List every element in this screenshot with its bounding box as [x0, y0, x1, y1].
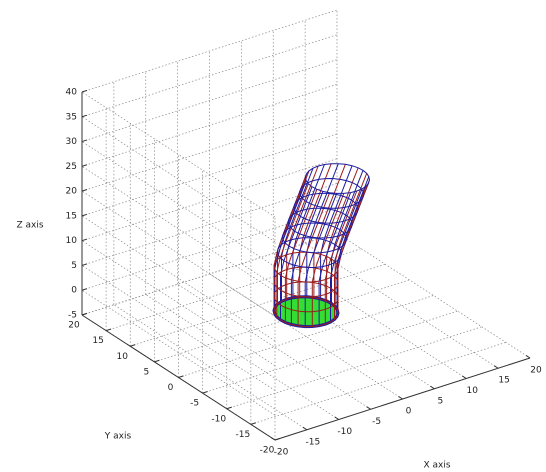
tick-mark: [178, 375, 184, 378]
tick-mark: [130, 344, 136, 347]
tube-generator: [281, 168, 314, 302]
y-tick-label: 0: [168, 383, 174, 393]
tick-mark: [81, 213, 88, 217]
tube-generator: [304, 193, 338, 327]
tick-mark: [81, 164, 88, 167]
tube-generator: [290, 191, 324, 325]
z-tick-label: 25: [66, 162, 77, 172]
grid-line: [81, 83, 338, 167]
tick-mark: [81, 139, 88, 143]
grid-line: [81, 166, 276, 292]
tick-mark: [154, 359, 160, 363]
z-tick-label: -5: [68, 311, 77, 321]
tube-generator: [334, 173, 368, 307]
tick-mark: [366, 406, 371, 410]
y-tick-label: -20: [260, 446, 275, 456]
z-tick-label: 35: [66, 112, 77, 122]
x-tick-label: 20: [530, 365, 542, 375]
tube-ring: [276, 237, 342, 269]
x-tick-label: 10: [467, 386, 479, 396]
tick-mark: [461, 375, 467, 379]
tube-generator: [276, 183, 309, 317]
tick-mark: [81, 114, 88, 118]
tick-mark: [81, 263, 88, 266]
x-tick-label: 15: [498, 376, 509, 386]
tick-mark: [81, 189, 88, 192]
z-tick-label: 5: [71, 261, 77, 271]
grid-line: [202, 310, 458, 394]
tick-mark: [81, 89, 88, 93]
x-tick-label: -15: [306, 437, 321, 447]
tick-mark: [430, 385, 435, 390]
y-tick-label: -10: [211, 414, 226, 424]
y-tick-label: 5: [144, 367, 150, 377]
x-tick-label: -5: [372, 417, 381, 427]
grid-line: [81, 9, 338, 93]
grid-line: [178, 295, 434, 378]
x-tick-label: -20: [274, 448, 289, 458]
grid-line: [81, 59, 338, 142]
y-tick-label: 15: [92, 336, 103, 346]
tick-mark: [270, 436, 276, 441]
grid-line: [81, 34, 338, 118]
tick-mark: [202, 391, 208, 394]
grid-line: [250, 342, 506, 425]
tick-mark: [226, 406, 232, 410]
tube-generator: [297, 192, 331, 326]
tick-mark: [81, 312, 88, 316]
tick-mark: [334, 416, 340, 420]
tube-ring: [299, 177, 365, 209]
tube-ring: [304, 163, 371, 194]
tube-generator: [273, 177, 306, 311]
tube-generator: [337, 179, 370, 314]
y-tick-label: 10: [117, 352, 129, 362]
z-tick-label: 10: [66, 236, 78, 246]
z-tick-label: 40: [66, 88, 78, 98]
tick-mark: [525, 354, 531, 359]
grid-line: [226, 326, 482, 410]
y-tick-label: -15: [236, 430, 251, 440]
tube-generator: [311, 193, 345, 327]
x-tick-label: 0: [406, 407, 412, 417]
tick-mark: [105, 328, 112, 332]
z-tick-label: 20: [66, 187, 78, 197]
tube-generator: [280, 186, 313, 320]
tick-mark: [302, 426, 308, 431]
x-axis-label: X axis: [423, 461, 450, 471]
tube-ring: [287, 207, 353, 239]
tick-mark: [81, 238, 88, 242]
tube-generator: [331, 170, 364, 304]
tick-mark: [398, 395, 403, 400]
tube-generator: [274, 180, 307, 314]
z-axis-label: Z axis: [16, 221, 43, 231]
grid-line: [130, 263, 386, 347]
tube-generator: [324, 190, 358, 325]
tube-generator: [286, 165, 319, 300]
z-tick-label: 30: [66, 137, 78, 147]
y-axis-label: Y axis: [104, 432, 132, 442]
tube-generator: [318, 192, 352, 326]
y-tick-label: 20: [68, 321, 80, 331]
x-tick-label: -10: [337, 427, 352, 437]
x-tick-label: 5: [438, 396, 444, 406]
tube-ring: [281, 222, 347, 254]
tube-ring: [293, 192, 359, 224]
tick-mark: [81, 288, 88, 291]
tube-generator: [336, 176, 370, 310]
y-tick-label: -5: [190, 399, 199, 409]
z-tick-label: 15: [66, 211, 77, 221]
tick-mark: [274, 437, 281, 441]
z-tick-label: 0: [71, 286, 77, 296]
grid-line: [81, 108, 338, 192]
tube-ring: [273, 251, 339, 283]
tick-mark: [493, 365, 499, 369]
tick-mark: [250, 422, 257, 425]
